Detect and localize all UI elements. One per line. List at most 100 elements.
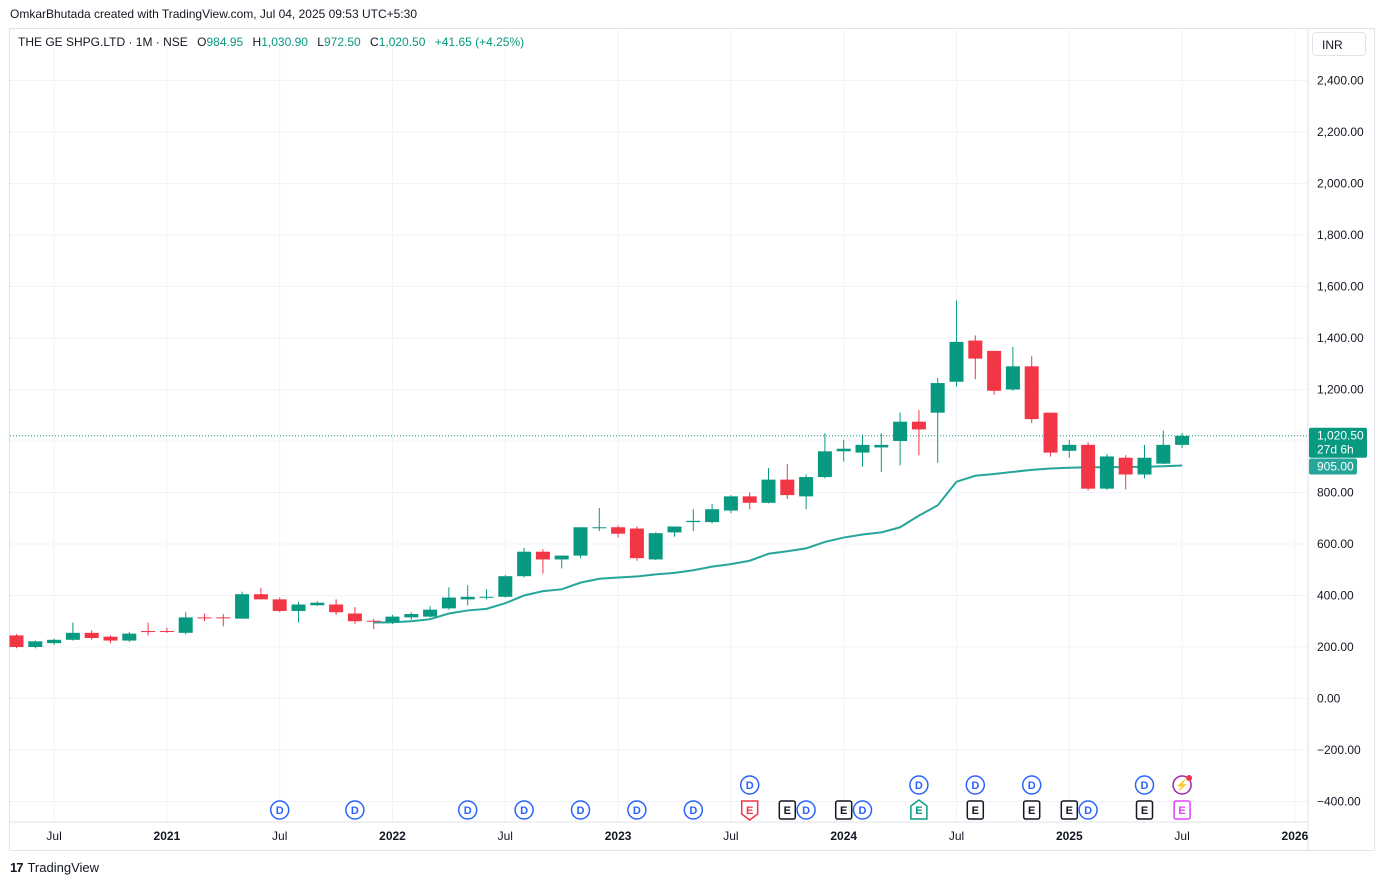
candle-body (253, 594, 268, 600)
earnings-marker-letter: E (840, 805, 847, 817)
candle-body (479, 596, 494, 598)
symbol-title: THE GE SHPG.LTD · 1M · NSE (18, 35, 188, 49)
price-axis: 2,400.00 2,200.00 2,000.00 1,800.00 1,600.00… (1317, 74, 1364, 809)
dividend-marker[interactable]: D (570, 800, 591, 820)
dividend-marker-ring (345, 800, 365, 820)
candle-body (122, 633, 137, 641)
candle-body (141, 631, 156, 633)
candle-body (9, 635, 24, 647)
price-tick-label: 0.00 (1317, 692, 1341, 706)
moving-average-value: 905.00 (1317, 459, 1354, 473)
dividend-marker[interactable]: D (683, 800, 704, 820)
dividend-marker[interactable]: D (796, 800, 816, 820)
dividend-marker[interactable]: D (852, 800, 873, 820)
earnings-marker[interactable]: E (740, 800, 759, 821)
dividend-marker[interactable]: D (345, 800, 365, 820)
earnings-marker[interactable]: E (778, 800, 797, 820)
candle-body (84, 632, 99, 638)
candle-body (554, 555, 569, 560)
candle-body (498, 576, 513, 597)
candle-body (103, 636, 118, 641)
dividend-marker-ring (1078, 800, 1098, 820)
candle-body (1137, 457, 1152, 475)
price-tick-label: 400.00 (1317, 589, 1354, 603)
dividend-marker[interactable]: D (627, 800, 647, 820)
dividend-marker[interactable]: D (269, 800, 290, 820)
time-tick-label: Jul (723, 829, 738, 843)
tradingview-logo[interactable]: 17 TradingView (10, 860, 99, 875)
moving-average-line (373, 464, 1183, 624)
candle-body (1099, 456, 1114, 489)
dividend-marker-letter: D (689, 805, 697, 817)
earnings-marker-box (1135, 800, 1154, 820)
dividend-marker[interactable]: D (1021, 775, 1042, 795)
dividend-marker[interactable]: D (739, 775, 760, 795)
candle-body (347, 613, 362, 622)
high-value: 1,030.90 (261, 35, 308, 49)
dividend-marker-letter: D (464, 805, 472, 817)
earnings-marker[interactable]: E (834, 800, 853, 820)
dividend-marker-ring (1021, 775, 1042, 795)
chart-credit: OmkarBhutada created with TradingView.co… (10, 7, 418, 21)
split-marker[interactable]: ⚡ (1172, 775, 1193, 795)
candle-body (385, 616, 400, 622)
time-tick-label: Jul (46, 829, 61, 843)
time-tick-label: Jul (949, 829, 964, 843)
candle-body (423, 609, 438, 617)
candle-body (460, 596, 475, 600)
earnings-marker[interactable]: E (966, 800, 985, 820)
earnings-marker[interactable]: E (1135, 800, 1154, 820)
earnings-marker-box (966, 800, 985, 820)
candle-body (1118, 457, 1133, 475)
candle-body (28, 641, 43, 647)
dividend-marker-ring (514, 800, 534, 820)
close-value: 1,020.50 (378, 35, 426, 49)
earnings-marker[interactable]: E (1022, 800, 1041, 820)
dividend-marker[interactable]: D (457, 800, 478, 820)
candle-body (535, 551, 550, 560)
time-axis: Jul 2021 Jul 2022 Jul 2023 Jul 2024 Jul 2025 Jul 20… (46, 829, 1308, 843)
time-tick-label: Jul (272, 829, 287, 843)
candle-body (893, 421, 908, 441)
dividend-marker-letter: D (351, 805, 359, 817)
price-tick-label: 600.00 (1317, 537, 1354, 551)
earnings-marker[interactable]: E (1173, 800, 1191, 820)
price-tick-label: 2,000.00 (1317, 177, 1364, 191)
currency-button[interactable]: INR (1312, 32, 1366, 56)
dividend-marker-letter: D (1028, 780, 1036, 792)
earnings-marker-letter: E (1178, 805, 1185, 817)
dividend-marker-ring (739, 775, 760, 795)
dividend-marker-letter: D (802, 805, 810, 817)
earnings-marker[interactable]: E (1060, 800, 1079, 820)
dividend-marker[interactable]: D (965, 775, 986, 795)
candle-body (686, 520, 701, 523)
time-tick-label: 2022 (379, 829, 406, 843)
earnings-marker-box (834, 800, 853, 820)
chart-frame[interactable] (9, 28, 1375, 851)
dividend-marker[interactable]: D (1078, 800, 1098, 820)
earnings-marker-letter: E (1066, 805, 1073, 817)
candle-body (874, 444, 889, 448)
grid-lines (10, 30, 1308, 822)
price-tick-label: 1,400.00 (1317, 331, 1364, 345)
earnings-marker[interactable]: E (910, 799, 928, 820)
candle-body (1081, 444, 1096, 489)
candle-body (366, 620, 381, 622)
dividend-marker-ring (965, 775, 986, 795)
dividend-marker-letter: D (520, 805, 528, 817)
price-tick-label: 1,200.00 (1317, 383, 1364, 397)
dividend-marker-ring (909, 775, 929, 795)
candle-body (441, 597, 456, 609)
candle-body (1175, 435, 1190, 445)
candle-body (742, 496, 757, 503)
dividend-marker[interactable]: D (1134, 775, 1155, 795)
dividend-marker[interactable]: D (909, 775, 929, 795)
price-tick-label: 1,600.00 (1317, 280, 1364, 294)
candle-body (705, 509, 720, 523)
dividend-marker-letter: D (859, 805, 867, 817)
candle-body (404, 614, 419, 618)
candle-body (272, 599, 287, 611)
dividend-marker[interactable]: D (514, 800, 534, 820)
candle-body (930, 383, 945, 413)
